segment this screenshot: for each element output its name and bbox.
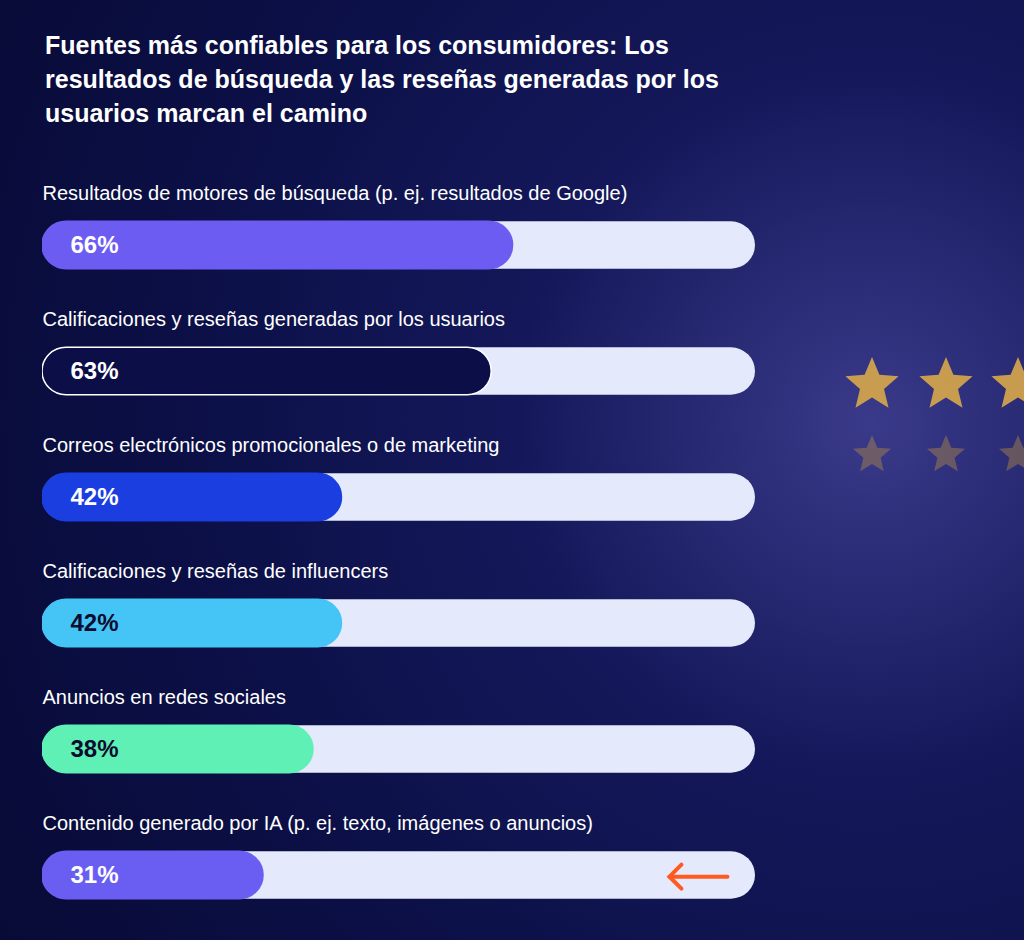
- svg-text:Correos electrónicos promocion: Correos electrónicos promocionales o de …: [43, 434, 500, 456]
- svg-text:Calificaciones y reseñas gener: Calificaciones y reseñas generadas por l…: [43, 308, 505, 330]
- svg-text:63%: 63%: [71, 357, 119, 384]
- svg-text:Resultados de motores de búsqu: Resultados de motores de búsqueda (p. ej…: [43, 182, 628, 204]
- svg-text:31%: 31%: [71, 861, 119, 888]
- svg-text:Anuncios en redes sociales: Anuncios en redes sociales: [43, 686, 286, 708]
- svg-text:Contenido generado por IA (p.: Contenido generado por IA (p. ej. texto,…: [43, 812, 593, 834]
- svg-text:42%: 42%: [71, 483, 119, 510]
- svg-text:66%: 66%: [71, 231, 119, 258]
- svg-text:Calificaciones y reseñas de in: Calificaciones y reseñas de influencers: [43, 560, 389, 582]
- svg-text:38%: 38%: [71, 735, 119, 762]
- svg-text:42%: 42%: [71, 609, 119, 636]
- html-text:Fuentes más confiables para lo: Fuentes más confiables para los consumid…: [45, 31, 719, 127]
